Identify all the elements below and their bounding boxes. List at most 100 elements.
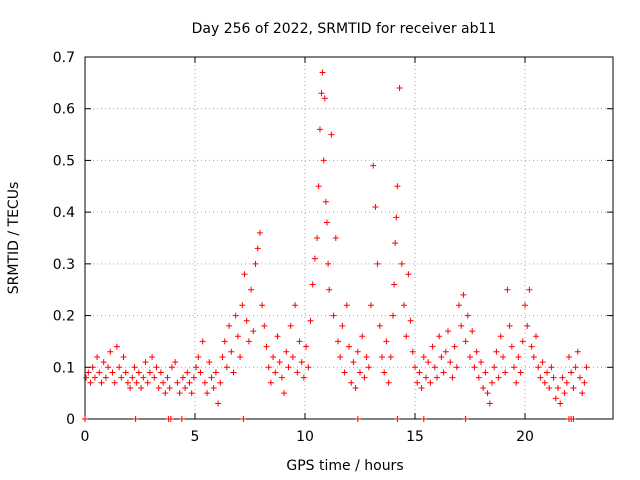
data-point [451,343,458,350]
data-point [440,369,447,376]
data-point [539,359,546,366]
data-point [570,416,577,422]
data-point [533,333,539,340]
data-point [324,219,330,226]
data-point [563,379,570,386]
data-point [182,384,189,391]
data-point [210,384,217,391]
data-point [566,353,572,360]
data-point [319,69,326,76]
data-point [393,214,400,221]
data-point [239,302,246,309]
data-point [303,343,310,350]
data-point [407,317,414,324]
data-point [391,281,398,288]
data-point [132,416,139,422]
data-point [368,302,374,309]
data-point [166,384,173,391]
data-point [515,353,522,360]
data-point [144,379,151,386]
y-tick-label: 0.4 [53,205,75,221]
data-point [350,359,357,366]
data-point [552,395,559,402]
data-point [557,400,564,407]
data-point [385,379,392,386]
data-point [486,400,493,407]
data-point [102,374,109,381]
data-point [83,374,90,381]
x-tick-label: 15 [406,429,424,445]
data-point [155,384,162,391]
data-point [462,416,469,422]
data-point [296,338,303,345]
data-point [339,322,346,329]
data-point [387,353,394,360]
data-point [390,312,396,319]
data-point [219,353,226,360]
data-point [94,353,101,360]
data-point [453,364,460,371]
data-point [309,281,316,288]
data-point [240,416,247,422]
data-point [348,379,355,386]
data-point [438,353,445,360]
data-point [176,390,183,397]
data-point [82,416,88,422]
data-point [146,369,153,376]
data-point [471,364,478,371]
data-point [524,322,531,329]
data-point [420,416,427,422]
data-point [85,369,92,376]
data-point [376,322,383,329]
data-point [190,374,197,381]
data-point [96,369,103,376]
data-point [462,338,469,345]
data-point [105,364,112,371]
data-point [237,353,244,360]
data-point [392,240,399,247]
data-point [526,286,533,293]
data-point [151,374,158,381]
data-point [124,379,131,386]
data-point [162,390,169,397]
data-point [326,286,333,293]
data-point [232,312,239,319]
data-point [116,364,123,371]
x-tick-label: 10 [296,429,314,445]
data-point [396,85,403,92]
data-point [414,379,421,386]
data-point [555,384,561,391]
data-point [322,198,329,205]
x-tick-label: 20 [516,429,534,445]
data-point [276,359,283,366]
data-point [541,379,548,386]
data-point [357,369,363,376]
data-point [352,384,359,391]
data-point [365,364,372,371]
data-point [129,374,136,381]
data-point [318,90,325,97]
data-point [223,364,230,371]
data-point [464,312,471,319]
data-point [403,333,410,340]
plot-frame [84,56,614,420]
data-point [412,364,418,371]
data-point [359,333,366,340]
data-point [149,353,156,360]
data-point [519,338,526,345]
data-point [153,364,160,371]
data-point [274,333,281,340]
data-point [230,369,237,376]
data-point [458,322,465,329]
data-point [491,364,498,371]
data-point [248,286,255,293]
data-point [259,302,266,309]
data-point [456,302,462,309]
x-tick-label: 0 [81,429,90,445]
data-point [217,379,224,386]
data-point [208,374,215,381]
data-point [267,379,274,386]
data-point [579,390,586,397]
data-point [157,369,164,376]
data-point [482,369,489,376]
